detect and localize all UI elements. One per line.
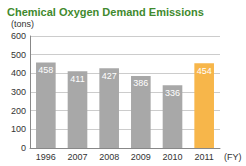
svg-text:336: 336 [165,88,180,98]
svg-text:600: 600 [11,31,26,41]
svg-text:0: 0 [21,143,26,153]
svg-text:Chemical Oxygen Demand Emissio: Chemical Oxygen Demand Emissions [7,6,204,18]
svg-text:458: 458 [38,65,53,75]
svg-text:1996: 1996 [36,152,56,162]
svg-text:200: 200 [11,106,26,116]
svg-text:(FY): (FY) [224,152,242,162]
svg-text:2008: 2008 [99,152,119,162]
svg-text:400: 400 [11,68,26,78]
svg-text:2009: 2009 [131,152,151,162]
svg-text:500: 500 [11,50,26,60]
svg-text:411: 411 [70,74,84,84]
svg-text:427: 427 [102,71,117,81]
svg-text:454: 454 [197,66,212,76]
svg-text:100: 100 [11,124,26,134]
svg-text:2011: 2011 [194,152,213,162]
svg-text:386: 386 [133,78,148,88]
svg-text:300: 300 [11,87,26,97]
svg-text:2007: 2007 [67,152,87,162]
svg-text:2010: 2010 [162,152,182,162]
svg-text:(tons): (tons) [11,19,34,29]
